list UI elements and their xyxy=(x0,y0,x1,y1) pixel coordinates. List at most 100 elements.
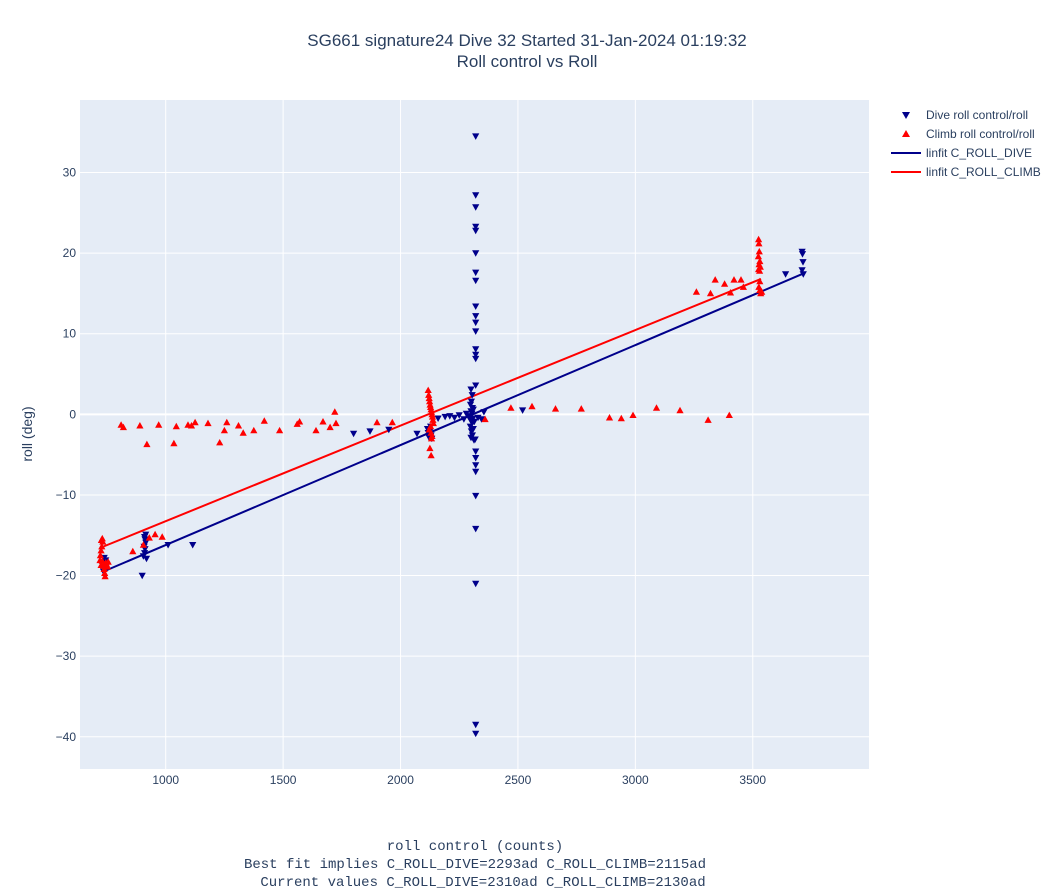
dive-point xyxy=(472,462,480,469)
dive-point xyxy=(472,277,480,285)
dive-point xyxy=(350,430,358,438)
dive-point xyxy=(471,436,479,443)
dive-point xyxy=(472,730,480,738)
climb-point xyxy=(250,426,258,434)
climb-point xyxy=(704,416,712,423)
dive-point xyxy=(142,539,150,547)
climb-point xyxy=(725,411,733,418)
dive-point xyxy=(450,414,459,422)
climb-point xyxy=(755,247,763,255)
dive-point xyxy=(467,386,475,393)
dive-point xyxy=(472,269,480,277)
fit-line-2 xyxy=(103,273,803,573)
climb-point xyxy=(170,439,178,447)
climb-point xyxy=(711,276,719,283)
climb-point xyxy=(721,280,729,287)
climb-point xyxy=(332,419,340,427)
dive-point xyxy=(434,415,442,422)
climb-point xyxy=(158,533,166,540)
dive-point xyxy=(460,416,468,423)
climb-point xyxy=(425,394,433,402)
dive-point xyxy=(472,250,480,257)
legend-label-climb-markers: Climb roll control/roll xyxy=(926,127,1035,141)
legend-item-dive-fit[interactable]: linfit C_ROLL_DIVE xyxy=(891,146,1032,160)
climb-point xyxy=(373,418,381,426)
legend-item-dive-markers[interactable]: Dive roll control/roll xyxy=(902,108,1028,122)
y-tick-label: −20 xyxy=(56,569,77,583)
climb-point xyxy=(428,413,437,420)
climb-point xyxy=(577,405,585,412)
climb-point xyxy=(260,417,268,424)
climb-point xyxy=(427,434,436,442)
climb-point xyxy=(216,439,224,446)
dive-point xyxy=(472,382,480,389)
dive-point xyxy=(798,267,806,274)
y-axis-label: roll (deg) xyxy=(19,406,35,461)
x-tick-label: 1000 xyxy=(152,773,179,787)
legend-label-dive-markers: Dive roll control/roll xyxy=(926,108,1028,122)
dive-point xyxy=(366,428,374,435)
climb-point xyxy=(730,276,738,283)
x-tick-label: 1500 xyxy=(270,773,297,787)
climb-point xyxy=(136,422,144,429)
climb-point xyxy=(139,541,147,548)
x-axis-label-line-2: Best fit implies C_ROLL_DIVE=2293ad C_RO… xyxy=(244,857,706,873)
data-markers xyxy=(96,133,807,738)
climb-point xyxy=(507,404,515,411)
dive-point xyxy=(480,409,488,416)
legend: Dive roll control/roll Climb roll contro… xyxy=(891,108,1041,179)
climb-point xyxy=(129,547,137,555)
dive-point xyxy=(142,555,151,563)
dive-point xyxy=(141,550,149,557)
dive-point xyxy=(472,227,480,235)
climb-point xyxy=(98,557,106,564)
x-tick-label: 3000 xyxy=(622,773,649,787)
climb-point xyxy=(756,257,764,265)
dive-point xyxy=(472,328,480,335)
climb-point xyxy=(187,422,196,429)
climb-point xyxy=(629,411,637,418)
dive-point xyxy=(472,192,480,199)
dive-point xyxy=(413,430,421,438)
climb-point xyxy=(97,547,105,554)
x-tick-label: 2500 xyxy=(505,773,532,787)
climb-point xyxy=(97,561,105,568)
dive-point xyxy=(455,412,463,419)
legend-item-climb-markers[interactable]: Climb roll control/roll xyxy=(902,127,1035,141)
dive-point xyxy=(142,531,150,538)
climb-point xyxy=(755,235,763,243)
climb-point xyxy=(151,530,159,538)
dive-point xyxy=(799,259,807,266)
y-tick-label: −30 xyxy=(56,649,77,663)
dive-point xyxy=(472,223,480,231)
chart-title-line-1: SG661 signature24 Dive 32 Started 31-Jan… xyxy=(307,31,746,50)
y-tick-label: 0 xyxy=(69,407,76,421)
x-axis-label-line-1: roll control (counts) xyxy=(387,839,563,855)
climb-point xyxy=(754,252,762,260)
climb-point xyxy=(706,289,715,297)
legend-item-climb-fit[interactable]: linfit C_ROLL_CLIMB xyxy=(891,165,1041,179)
dive-point xyxy=(385,426,393,434)
climb-point xyxy=(528,402,536,410)
dive-point xyxy=(472,448,480,455)
climb-point xyxy=(145,534,153,541)
climb-point xyxy=(756,267,764,274)
legend-triangle-down-icon xyxy=(902,112,910,119)
climb-point xyxy=(103,563,112,570)
dive-point xyxy=(519,407,527,414)
y-tick-label: 10 xyxy=(63,327,77,341)
dive-point xyxy=(472,133,480,140)
climb-point xyxy=(172,422,180,430)
dive-point xyxy=(441,413,449,421)
climb-point xyxy=(119,423,127,431)
dive-point xyxy=(469,406,477,414)
x-tick-labels: 1000 1500 2000 2500 3000 3500 xyxy=(152,773,766,787)
climb-point xyxy=(276,426,284,434)
climb-point xyxy=(388,418,396,426)
climb-point xyxy=(239,429,247,436)
legend-label-climb-fit: linfit C_ROLL_CLIMB xyxy=(926,165,1041,179)
climb-point xyxy=(426,444,434,452)
climb-point xyxy=(319,418,327,425)
dive-point xyxy=(472,303,480,310)
